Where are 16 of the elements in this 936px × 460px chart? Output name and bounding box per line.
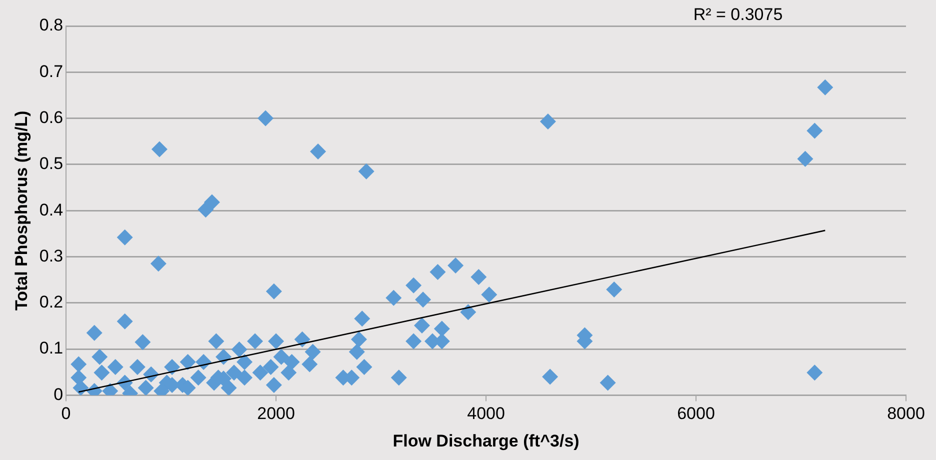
y-axis-title: Total Phosphorus (mg/L) xyxy=(12,110,31,311)
y-tick-label: 0.7 xyxy=(39,62,64,81)
y-tick-label: 0.5 xyxy=(39,154,64,174)
y-tick-label: 0.1 xyxy=(39,338,64,358)
x-tick-label: 8000 xyxy=(887,404,925,424)
x-tick-label: 6000 xyxy=(677,404,715,424)
text: R² = 0.3075 xyxy=(693,5,783,24)
y-tick-label: 0.2 xyxy=(39,292,64,312)
y-tick-label: 0.8 xyxy=(39,16,64,35)
x-tick-label: 2000 xyxy=(257,404,295,424)
x-axis-title: Flow Discharge (ft^3/s) xyxy=(392,431,580,450)
y-tick-label: 0.6 xyxy=(39,108,64,127)
y-tick-label: 0 xyxy=(54,384,64,404)
y-tick-label: 0.4 xyxy=(39,200,64,220)
x-tick-label: 4000 xyxy=(467,404,505,424)
y-tick-label: 0.3 xyxy=(39,246,64,266)
